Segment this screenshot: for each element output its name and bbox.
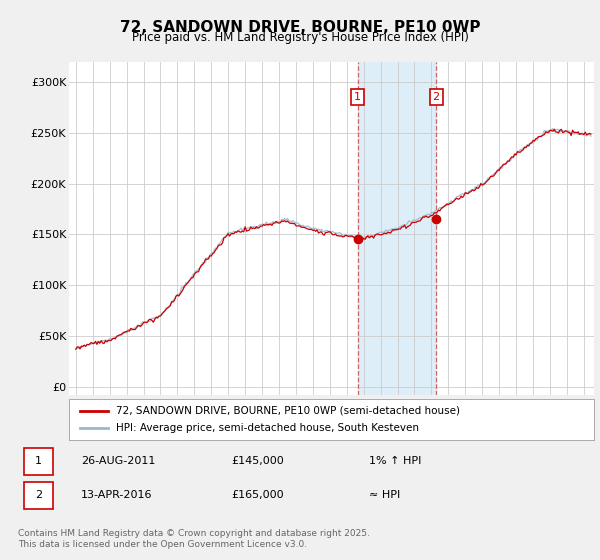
Text: Price paid vs. HM Land Registry's House Price Index (HPI): Price paid vs. HM Land Registry's House … — [131, 31, 469, 44]
Text: 72, SANDOWN DRIVE, BOURNE, PE10 0WP (semi-detached house): 72, SANDOWN DRIVE, BOURNE, PE10 0WP (sem… — [116, 405, 460, 416]
Text: 26-AUG-2011: 26-AUG-2011 — [81, 456, 155, 466]
Text: 1: 1 — [354, 92, 361, 102]
Text: £145,000: £145,000 — [231, 456, 284, 466]
Text: 2: 2 — [35, 491, 42, 501]
Bar — [358, 62, 436, 395]
Text: 2: 2 — [433, 92, 440, 102]
FancyBboxPatch shape — [23, 448, 53, 475]
Text: 13-APR-2016: 13-APR-2016 — [81, 491, 152, 501]
FancyBboxPatch shape — [23, 482, 53, 509]
Text: 1% ↑ HPI: 1% ↑ HPI — [369, 456, 421, 466]
Text: £165,000: £165,000 — [231, 491, 284, 501]
Text: ≈ HPI: ≈ HPI — [369, 491, 400, 501]
Text: 1: 1 — [35, 456, 42, 466]
Text: Contains HM Land Registry data © Crown copyright and database right 2025.
This d: Contains HM Land Registry data © Crown c… — [18, 529, 370, 549]
Text: HPI: Average price, semi-detached house, South Kesteven: HPI: Average price, semi-detached house,… — [116, 423, 419, 433]
Text: 72, SANDOWN DRIVE, BOURNE, PE10 0WP: 72, SANDOWN DRIVE, BOURNE, PE10 0WP — [120, 20, 480, 35]
